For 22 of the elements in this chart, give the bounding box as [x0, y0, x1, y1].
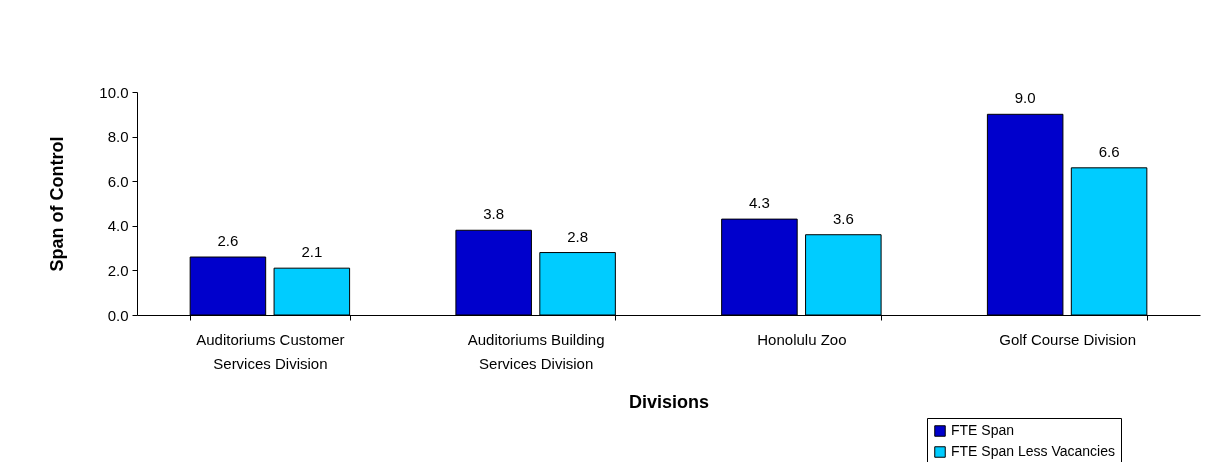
y-tick-label: 0.0: [107, 306, 129, 324]
x-axis-title: Divisions: [628, 391, 710, 412]
data-label: 3.8: [483, 205, 505, 223]
legend-label: FTE Span Less Vacancies: [951, 443, 1115, 459]
y-tick-label: 8.0: [107, 128, 129, 146]
y-tick-label: 6.0: [107, 172, 129, 190]
x-tick-label: Honolulu Zoo: [757, 330, 847, 348]
data-label: 4.3: [748, 194, 770, 212]
y-axis-title: Span of Control: [47, 136, 68, 272]
x-tick-label: Auditoriums Building Services Division: [467, 330, 605, 372]
data-label: 6.6: [1098, 142, 1120, 160]
x-tick-label: Golf Course Division: [999, 330, 1136, 348]
data-label: 2.8: [567, 227, 589, 245]
x-tick-label: Auditoriums Customer Services Division: [196, 330, 345, 372]
data-label: 2.1: [301, 243, 323, 261]
data-label: 2.6: [217, 232, 239, 250]
data-label: 9.0: [1014, 89, 1036, 107]
y-tick-label: 4.0: [107, 217, 129, 235]
y-tick-label: 10.0: [99, 83, 129, 101]
y-tick-label: 2.0: [107, 261, 129, 279]
data-label: 3.6: [832, 209, 854, 227]
legend-label: FTE Span: [951, 422, 1015, 438]
